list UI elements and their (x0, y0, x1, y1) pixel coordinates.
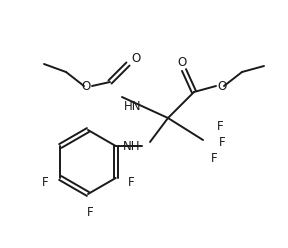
Text: HN: HN (124, 100, 142, 114)
Text: F: F (42, 176, 48, 188)
Text: O: O (217, 80, 227, 93)
Text: F: F (211, 152, 218, 164)
Text: O: O (82, 80, 91, 93)
Text: F: F (217, 120, 223, 132)
Text: F: F (219, 135, 226, 149)
Text: O: O (177, 57, 187, 69)
Text: O: O (131, 52, 141, 64)
Text: NH: NH (122, 139, 140, 153)
Text: F: F (87, 206, 93, 219)
Text: F: F (128, 176, 134, 188)
